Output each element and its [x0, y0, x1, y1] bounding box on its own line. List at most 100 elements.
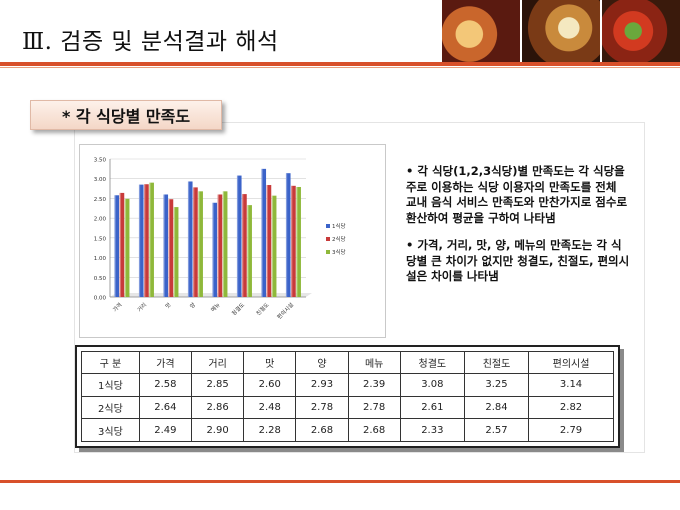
y-tick-label: 1.50	[94, 236, 107, 242]
y-tick-label: 2.00	[94, 217, 107, 223]
table-cell: 2.82	[528, 395, 614, 420]
bar	[222, 191, 228, 297]
bar-highlight	[138, 184, 141, 297]
legend-label: 3식당	[332, 248, 346, 256]
y-tick-label: 2.50	[94, 197, 107, 203]
bar	[291, 185, 296, 297]
table-cell: 2.85	[190, 373, 245, 397]
bar-highlight	[119, 192, 121, 297]
food-photo-strip	[440, 0, 680, 62]
table-header-cell: 청결도	[399, 351, 465, 374]
bar	[124, 198, 130, 297]
bar-highlight	[261, 168, 263, 297]
legend-swatch	[326, 224, 330, 228]
slide-title: Ⅲ. 검증 및 분석결과 해석	[22, 29, 279, 55]
bar	[285, 173, 291, 297]
table-cell: 2.84	[463, 395, 530, 420]
table-cell: 2.28	[243, 418, 297, 442]
x-tick-label: 메뉴	[209, 301, 222, 314]
bar	[163, 194, 169, 297]
section-label: * 각 식당별 만족도	[30, 100, 222, 130]
footer-rule	[0, 480, 680, 483]
table-cell: 2.93	[295, 373, 349, 397]
bar	[212, 202, 218, 297]
bar	[261, 168, 267, 297]
bar-highlight	[266, 185, 268, 297]
note-2: • 가격, 거리, 맛, 양, 메뉴의 만족도는 각 식당별 큰 차이가 없지만…	[406, 238, 630, 283]
bar-highlight	[212, 202, 214, 297]
bar	[193, 187, 198, 297]
bar-highlight	[242, 194, 244, 297]
table-header-row: 구 분 가격 거리 맛 양 메뉴 청결도 친절도 편의시설	[81, 351, 614, 374]
bar	[187, 181, 193, 297]
bar-highlight	[247, 205, 249, 297]
note-1: • 각 식당(1,2,3식당)별 만족도는 각 식당을 주로 이용하는 식당 이…	[406, 164, 628, 225]
bar-highlight	[163, 194, 165, 297]
bar	[236, 175, 242, 297]
bar-highlight	[144, 184, 146, 297]
bar-highlight	[114, 195, 116, 297]
x-tick-label: 친절도	[254, 301, 270, 317]
table-cell: 2.64	[138, 395, 192, 420]
food-photo	[440, 0, 520, 62]
y-tick-label: 3.50	[94, 158, 107, 164]
table-row: 1식당 2.58 2.85 2.60 2.93 2.39 3.08 3.25 3…	[81, 373, 614, 397]
table-header-cell: 양	[295, 351, 349, 374]
table-cell: 3.14	[528, 373, 614, 397]
bar	[138, 184, 144, 297]
bar-highlight	[187, 181, 190, 297]
bar	[271, 195, 277, 297]
table-header-cell: 가격	[138, 351, 192, 374]
bar-highlight	[217, 194, 219, 297]
bar	[114, 195, 120, 297]
stats-table: 구 분 가격 거리 맛 양 메뉴 청결도 친절도 편의시설 1식당 2.58 2…	[81, 351, 614, 442]
table-header-cell: 맛	[243, 351, 297, 374]
bar	[217, 194, 223, 297]
bar-highlight	[296, 186, 298, 297]
table-cell: 2.79	[528, 418, 614, 442]
table-cell: 2.78	[347, 395, 401, 420]
y-tick-label: 1.00	[94, 256, 107, 262]
table-cell: 2.90	[190, 418, 245, 442]
bar	[149, 182, 154, 297]
table-row: 3식당 2.49 2.90 2.28 2.68 2.68 2.33 2.57 2…	[81, 418, 614, 442]
y-tick-label: 3.00	[94, 177, 107, 183]
table-cell: 2.39	[347, 373, 401, 397]
table-cell: 2.68	[295, 418, 349, 442]
table-cell: 2.57	[463, 418, 530, 442]
x-tick-label: 거리	[135, 301, 148, 314]
table-cell: 1식당	[81, 373, 140, 397]
legend-label: 1식당	[332, 222, 346, 230]
table-cell: 2.61	[399, 395, 465, 420]
bar	[173, 207, 179, 297]
x-tick-label: 양	[188, 301, 197, 310]
table-cell: 2.78	[295, 395, 349, 420]
legend-label: 2식당	[332, 235, 346, 243]
bar	[296, 186, 301, 297]
y-tick-label: 0.00	[94, 296, 107, 302]
legend-swatch	[326, 250, 330, 254]
table-cell: 2.68	[347, 418, 401, 442]
y-tick-label: 0.50	[94, 276, 107, 282]
table-cell: 2식당	[81, 395, 140, 420]
bar	[119, 192, 125, 297]
table-header-cell: 메뉴	[347, 351, 401, 374]
bar-highlight	[291, 185, 293, 297]
table-cell: 2.33	[399, 418, 465, 442]
table-cell: 2.86	[190, 395, 245, 420]
x-tick-label: 가격	[111, 301, 124, 314]
bar	[144, 184, 149, 297]
bar-highlight	[271, 195, 274, 297]
table-cell: 3식당	[81, 418, 140, 442]
food-photo	[600, 0, 680, 62]
bar	[198, 191, 203, 297]
bar-highlight	[149, 182, 151, 297]
table-row: 2식당 2.64 2.86 2.48 2.78 2.78 2.61 2.84 2…	[81, 395, 614, 420]
notes: • 각 식당(1,2,3식당)별 만족도는 각 식당을 주로 이용하는 식당 이…	[406, 164, 631, 297]
x-tick-label: 맛	[164, 301, 173, 310]
bar-highlight	[198, 191, 200, 297]
header-rule-thin	[0, 67, 680, 68]
bar-highlight	[222, 191, 225, 297]
x-tick-label: 편의시설	[275, 301, 295, 321]
table-cell: 3.25	[463, 373, 530, 397]
